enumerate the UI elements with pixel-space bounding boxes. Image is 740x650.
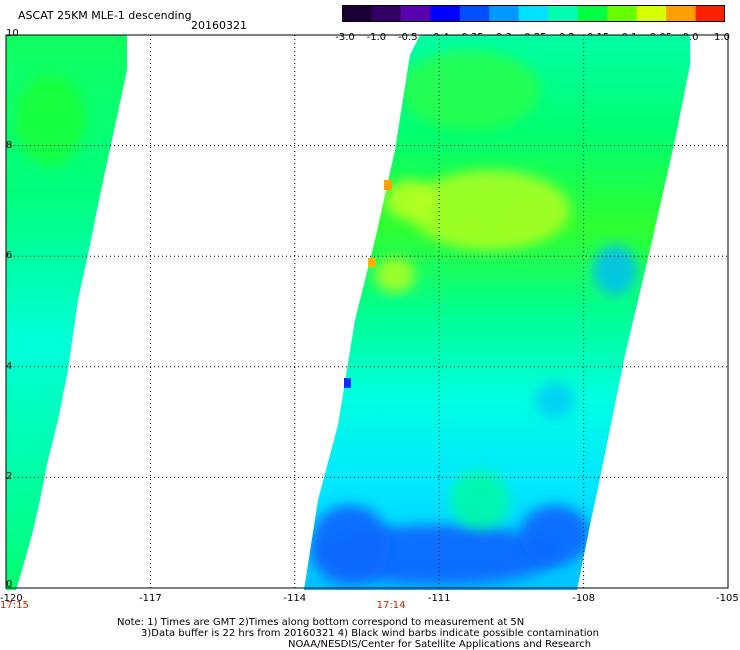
swath-right: [304, 35, 690, 590]
colorbar-segment: [636, 5, 667, 22]
chart-date: 20160321: [191, 19, 247, 32]
y-tick-label: 0: [6, 579, 13, 590]
x-tick-label: -111: [427, 593, 451, 604]
colorbar-segment: [371, 5, 402, 22]
plot-frame: [5, 34, 729, 589]
colorbar-gradient: [342, 5, 725, 22]
swath-right-orange-pixel-2: [368, 258, 376, 267]
swath-right-orange-pixel: [384, 180, 392, 190]
colorbar-label: -3.0: [335, 32, 355, 43]
swath-left: [6, 35, 127, 590]
x-tick-label: -114: [283, 593, 307, 604]
colorbar-segment: [400, 5, 431, 22]
colorbar-segment: [577, 5, 608, 22]
x-tick-label: -108: [572, 593, 595, 604]
y-tick-label: 4: [6, 360, 13, 372]
time-label: 17:15: [0, 600, 29, 611]
time-label: 17:14: [376, 600, 406, 611]
x-tick-label: -105: [716, 593, 739, 604]
colorbar-segment: [548, 5, 579, 22]
y-tick-label: 10: [6, 28, 19, 39]
colorbar-segment: [459, 5, 490, 22]
colorbar-frame: [342, 5, 725, 22]
swath-right-blue-pixel: [344, 378, 351, 388]
colorbar-label: 0.0: [682, 32, 699, 43]
colorbar-label: -0.5: [398, 32, 418, 43]
chart-title: ASCAT 25KM MLE-1 descending: [18, 9, 192, 22]
note-line-2: 3)Data buffer is 22 hrs from 20160321 4)…: [141, 628, 599, 639]
x-tick-label: -117: [139, 593, 162, 604]
y-tick-label: 2: [6, 471, 13, 483]
colorbar-label: -1.0: [366, 32, 387, 43]
colorbar-segment: [342, 5, 372, 22]
y-tick-label: 6: [6, 250, 13, 262]
note-line-3: NOAA/NESDIS/Center for Satellite Applica…: [288, 639, 592, 650]
colorbar-segment: [518, 5, 549, 22]
y-tick-label: 8: [6, 139, 13, 151]
colorbar-segment: [695, 5, 725, 22]
colorbar-segment: [607, 5, 638, 22]
colorbar-label: 1.0: [714, 32, 730, 43]
colorbar-segment: [666, 5, 697, 22]
x-tick-label: -120: [0, 593, 23, 604]
colorbar-segment: [430, 5, 461, 22]
swath-left-green-patch: [15, 75, 85, 165]
note-line-1: Note: 1) Times are GMT 2)Times along bot…: [117, 617, 525, 628]
colorbar-segment: [489, 5, 520, 22]
